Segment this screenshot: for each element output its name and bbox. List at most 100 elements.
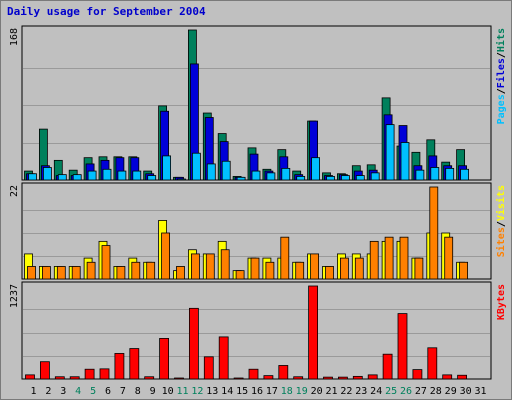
- x-tick-label-12: 12: [191, 386, 203, 397]
- legend-visits: Visits: [495, 185, 507, 221]
- legend-separator: /: [496, 221, 507, 227]
- bar-sites-day-21: [325, 266, 334, 280]
- bar-pages-day-9: [147, 175, 157, 181]
- bar-pages-day-13: [206, 163, 216, 181]
- x-tick-label-23: 23: [355, 386, 367, 397]
- x-tick-label-29: 29: [445, 386, 457, 397]
- x-tick-label-19: 19: [296, 386, 308, 397]
- y-max-label-3: 1237: [9, 284, 20, 308]
- bar-kbytes-day-28: [427, 347, 438, 380]
- bar-sites-day-30: [459, 261, 469, 280]
- bar-pages-day-18: [281, 167, 291, 181]
- bar-kbytes-day-14: [218, 336, 229, 380]
- bar-kbytes-day-17: [263, 375, 274, 380]
- bar-pages-day-5: [87, 170, 97, 181]
- x-tick-label-5: 5: [90, 386, 96, 397]
- bar-kbytes-day-8: [129, 348, 140, 380]
- bar-sites-day-25: [384, 236, 394, 280]
- legend-pages: Pages: [496, 94, 507, 124]
- bar-pages-day-28: [430, 167, 440, 181]
- bar-pages-day-15: [236, 176, 246, 181]
- bar-kbytes-day-7: [114, 353, 125, 380]
- bar-sites-day-27: [414, 257, 424, 280]
- x-tick-label-22: 22: [340, 386, 352, 397]
- x-tick-label-20: 20: [311, 386, 323, 397]
- bar-pages-day-22: [340, 175, 350, 181]
- page-title: Daily usage for September 2004: [7, 5, 206, 18]
- bar-sites-day-18: [280, 236, 290, 280]
- bar-pages-day-14: [221, 160, 231, 181]
- x-tick-label-14: 14: [221, 386, 233, 397]
- bar-pages-day-26: [400, 142, 410, 181]
- bar-kbytes-day-10: [159, 338, 170, 380]
- bar-pages-day-16: [251, 170, 261, 181]
- bar-sites-day-19: [295, 261, 305, 280]
- bar-kbytes-day-24: [367, 374, 378, 380]
- x-tick-label-1: 1: [30, 386, 36, 397]
- legend-separator: /: [496, 88, 507, 94]
- bar-sites-day-5: [86, 261, 96, 280]
- bar-kbytes-day-13: [203, 356, 214, 380]
- bar-pages-day-20: [311, 157, 321, 181]
- x-tick-label-17: 17: [266, 386, 278, 397]
- bar-pages-day-17: [266, 172, 276, 181]
- bar-sites-day-17: [265, 261, 275, 280]
- bar-kbytes-day-21: [323, 376, 333, 380]
- bar-sites-day-29: [444, 236, 454, 280]
- bar-pages-day-6: [102, 168, 112, 181]
- bar-kbytes-day-19: [293, 376, 304, 380]
- bar-pages-day-8: [132, 170, 142, 181]
- bar-sites-day-4: [71, 266, 81, 280]
- bar-pages-day-19: [296, 176, 306, 181]
- x-tick-label-24: 24: [370, 386, 382, 397]
- bar-sites-day-28: [429, 186, 439, 280]
- bar-pages-day-2: [43, 167, 52, 181]
- x-tick-label-4: 4: [75, 386, 81, 397]
- x-tick-label-27: 27: [415, 386, 427, 397]
- y-max-label-2: 22: [9, 185, 20, 197]
- bar-sites-day-10: [161, 232, 171, 280]
- bar-pages-day-10: [162, 155, 172, 181]
- bar-sites-day-11: [176, 266, 185, 280]
- x-tick-label-28: 28: [430, 386, 442, 397]
- bar-pages-day-27: [415, 169, 425, 181]
- bar-sites-day-14: [220, 249, 230, 280]
- chart-panel-3: [21, 281, 492, 380]
- bar-pages-day-24: [370, 172, 380, 181]
- bar-sites-day-23: [354, 257, 364, 280]
- bar-sites-day-15: [235, 270, 245, 280]
- bar-kbytes-day-18: [278, 365, 289, 380]
- bar-sites-day-6: [101, 245, 111, 280]
- bar-kbytes-day-12: [188, 307, 199, 380]
- bar-kbytes-day-29: [442, 374, 453, 380]
- y-max-label-1: 168: [9, 28, 20, 46]
- legend-separator: /: [496, 52, 507, 58]
- bar-kbytes-day-22: [337, 376, 348, 380]
- bar-sites-day-13: [205, 253, 215, 280]
- bar-sites-day-26: [399, 236, 409, 280]
- legend-kbytes: KBytes: [496, 284, 507, 320]
- bar-kbytes-day-26: [397, 313, 408, 380]
- legend-hits: Hits: [495, 28, 507, 52]
- x-tick-label-7: 7: [120, 386, 126, 397]
- bar-kbytes-day-20: [308, 285, 319, 380]
- bar-pages-day-11: [177, 178, 186, 181]
- bar-kbytes-day-25: [382, 353, 393, 380]
- bar-kbytes-day-4: [69, 376, 80, 380]
- bar-pages-day-29: [445, 167, 455, 181]
- x-tick-label-11: 11: [176, 386, 188, 397]
- legend-files: Files: [495, 58, 507, 88]
- bar-kbytes-day-27: [412, 369, 423, 380]
- bar-sites-day-3: [56, 266, 66, 280]
- bar-sites-day-2: [42, 266, 51, 280]
- bar-sites-day-7: [116, 266, 126, 280]
- bar-pages-day-21: [326, 176, 335, 181]
- bar-pages-day-30: [460, 168, 470, 181]
- legend-panel-1: Pages/Files/Hits: [495, 28, 507, 124]
- bar-pages-day-3: [57, 174, 67, 181]
- legend-sites: Sites: [495, 227, 507, 257]
- bar-sites-day-1: [27, 266, 36, 280]
- x-tick-label-8: 8: [135, 386, 141, 397]
